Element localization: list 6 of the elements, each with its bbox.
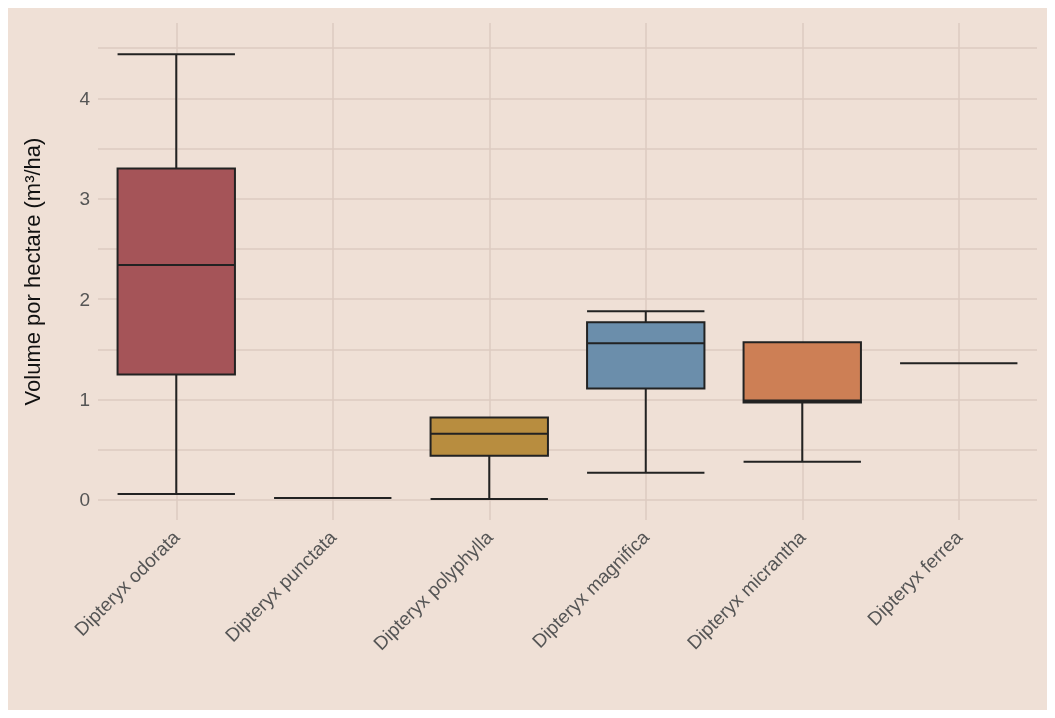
y-axis-title: Volume por hectare (m³/ha)	[19, 137, 45, 406]
y-tick-label: 3	[79, 188, 90, 210]
y-tick-label: 1	[79, 389, 90, 411]
y-tick-label: 2	[79, 288, 90, 310]
y-tick-label: 0	[79, 489, 90, 511]
y-tick-label: 4	[79, 87, 91, 109]
